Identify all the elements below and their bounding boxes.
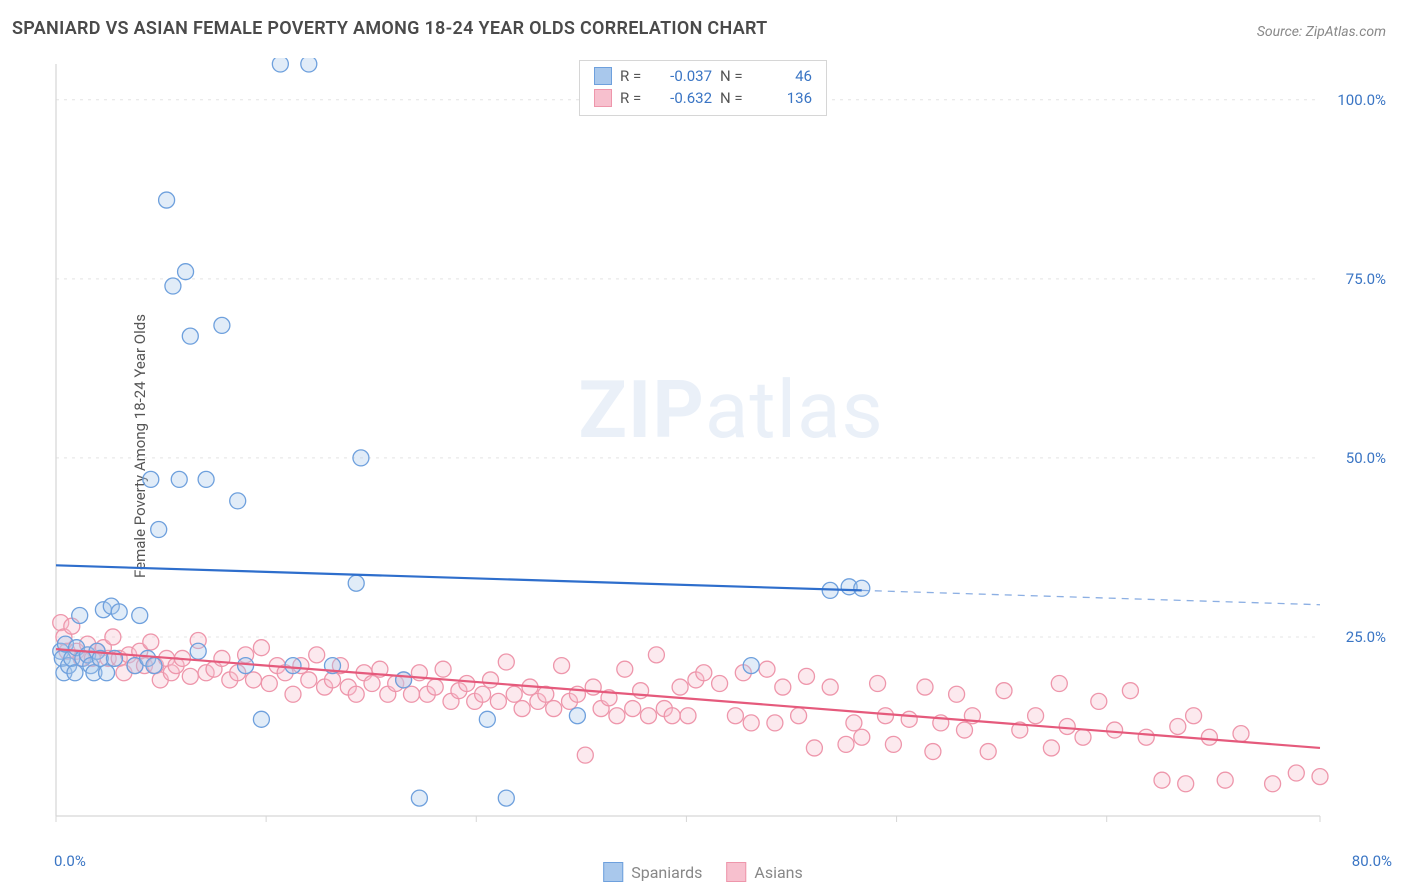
legend-swatch-asians — [594, 89, 612, 107]
legend-label-spaniards: Spaniards — [631, 863, 702, 882]
legend-row-asians: R = -0.632 N = 136 — [594, 87, 812, 109]
svg-text:75.0%: 75.0% — [1346, 270, 1386, 288]
x-max-label: 80.0% — [1352, 852, 1392, 870]
series-legend: Spaniards Asians — [603, 862, 803, 882]
legend-r-label: R = — [620, 89, 646, 107]
legend-n-value-spaniards: 46 — [754, 67, 812, 85]
chart-svg: 25.0% 50.0% 75.0% 100.0% — [52, 58, 1392, 838]
legend-r-value-spaniards: -0.037 — [654, 67, 712, 85]
legend-item-asians: Asians — [726, 862, 802, 882]
legend-r-value-asians: -0.632 — [654, 89, 712, 107]
svg-text:25.0%: 25.0% — [1346, 628, 1386, 646]
legend-swatch-spaniards-bottom — [603, 862, 623, 882]
legend-swatch-asians-bottom — [726, 862, 746, 882]
legend-r-label: R = — [620, 67, 646, 85]
x-origin-label: 0.0% — [54, 852, 86, 870]
scatter-plot: 25.0% 50.0% 75.0% 100.0% — [52, 58, 1392, 838]
chart-title: SPANIARD VS ASIAN FEMALE POVERTY AMONG 1… — [12, 18, 768, 39]
correlation-legend: R = -0.037 N = 46 R = -0.632 N = 136 — [579, 60, 827, 116]
svg-text:100.0%: 100.0% — [1337, 91, 1386, 109]
legend-swatch-spaniards — [594, 67, 612, 85]
source-attribution: Source: ZipAtlas.com — [1257, 24, 1386, 40]
legend-n-label: N = — [720, 67, 746, 85]
legend-n-value-asians: 136 — [754, 89, 812, 107]
svg-text:50.0%: 50.0% — [1346, 449, 1386, 467]
legend-row-spaniards: R = -0.037 N = 46 — [594, 65, 812, 87]
legend-n-label: N = — [720, 89, 746, 107]
legend-label-asians: Asians — [754, 863, 802, 882]
legend-item-spaniards: Spaniards — [603, 862, 702, 882]
